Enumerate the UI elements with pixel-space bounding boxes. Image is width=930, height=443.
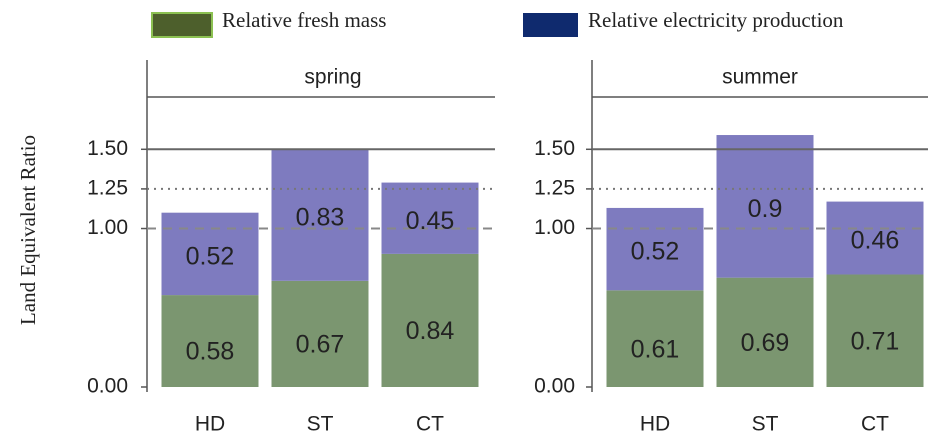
- bar-segment: [606, 290, 704, 387]
- y-tick-label: 1.50: [87, 137, 128, 160]
- y-tick-label: 1.25: [87, 176, 128, 199]
- panel-title: summer: [722, 66, 798, 89]
- data-label: 0.61: [631, 335, 680, 363]
- data-label: 0.67: [296, 331, 345, 359]
- panel-title: spring: [304, 66, 361, 89]
- data-label: 0.83: [296, 204, 345, 232]
- x-tick-label: ST: [752, 413, 779, 436]
- data-label: 0.71: [851, 327, 900, 355]
- data-label: 0.58: [186, 338, 235, 366]
- y-tick-label: 1.00: [87, 216, 128, 239]
- bar-segment: [716, 277, 814, 387]
- data-label: 0.52: [186, 242, 235, 270]
- y-tick-label: 1.00: [534, 216, 575, 239]
- y-tick-label: 0.00: [87, 375, 128, 398]
- y-tick-label: 0.00: [534, 375, 575, 398]
- bar-segment: [826, 201, 924, 275]
- data-label: 0.84: [406, 317, 455, 345]
- data-label: 0.45: [406, 207, 455, 235]
- legend-label: Relative electricity production: [588, 8, 844, 32]
- bar-segment: [161, 212, 259, 296]
- data-label: 0.52: [631, 238, 680, 266]
- x-tick-label: CT: [416, 413, 444, 436]
- legend-swatch: [523, 13, 578, 37]
- x-tick-label: HD: [195, 413, 225, 436]
- data-label: 0.9: [748, 195, 783, 223]
- bar-segment: [161, 295, 259, 387]
- x-tick-label: CT: [861, 413, 889, 436]
- bar-segment: [826, 274, 924, 387]
- legend-label: Relative fresh mass: [222, 8, 386, 32]
- data-label: 0.46: [851, 227, 900, 255]
- bar-segment: [606, 207, 704, 291]
- bar-segment: [271, 280, 369, 387]
- bar-segment: [381, 253, 479, 387]
- x-tick-label: ST: [307, 413, 334, 436]
- bar-segment: [716, 135, 814, 278]
- y-tick-label: 1.50: [534, 137, 575, 160]
- bar-segment: [271, 149, 369, 281]
- y-axis-label: Land Equivalent Ratio: [16, 135, 40, 325]
- y-tick-label: 1.25: [534, 176, 575, 199]
- bar-segment: [381, 182, 479, 254]
- legend-swatch: [151, 12, 213, 38]
- x-tick-label: HD: [640, 413, 670, 436]
- data-label: 0.69: [741, 329, 790, 357]
